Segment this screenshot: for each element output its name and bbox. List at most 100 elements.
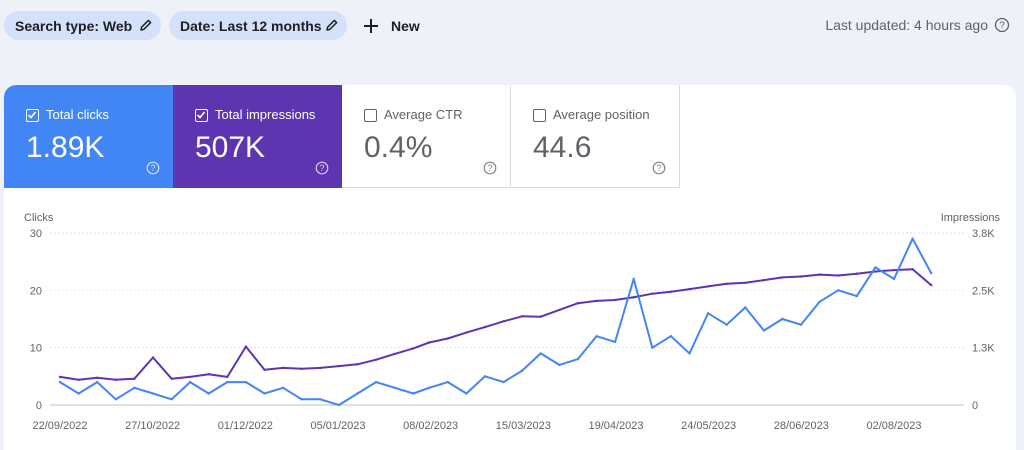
performance-chart: Clicks Impressions 30 3.8K 20 2.5K 10 1.3K 0 0 22/… — [24, 212, 1001, 432]
clicks-point — [874, 266, 877, 269]
plus-icon — [364, 18, 378, 33]
impressions-point — [374, 358, 378, 361]
clicks-point — [502, 380, 505, 384]
performance-card: Total clicks 1.89K ? Total impressions 5… — [4, 85, 1016, 450]
help-icon[interactable]: ? — [994, 17, 1010, 33]
clicks-point — [188, 380, 192, 384]
clicks-point — [539, 352, 542, 355]
impressions-point — [393, 352, 396, 356]
left-axis-title: Clicks — [24, 212, 54, 224]
right-tick-label: 1.3K — [972, 343, 995, 355]
right-axis-title: Impressions — [941, 212, 1001, 224]
clicks-point — [725, 323, 728, 326]
impressions-point — [412, 347, 415, 350]
impressions-point — [799, 275, 803, 278]
impressions-point — [356, 363, 359, 366]
clicks-point — [521, 369, 524, 372]
clicks-point — [558, 363, 561, 367]
impressions-point — [781, 276, 784, 279]
impressions-point — [300, 367, 303, 370]
impressions-point — [244, 345, 248, 348]
impressions-point — [207, 373, 210, 376]
checkbox-checked-icon[interactable] — [26, 109, 39, 122]
impressions-point — [837, 274, 840, 277]
clicks-point — [96, 380, 99, 384]
impressions-point — [77, 378, 80, 381]
impressions-point — [892, 268, 896, 272]
x-tick-label: 08/02/2023 — [403, 420, 458, 432]
metric-value: 507K — [195, 131, 266, 164]
impressions-point — [319, 366, 322, 370]
left-tick-label: 0 — [36, 400, 42, 412]
impressions-point — [188, 375, 192, 379]
help-icon[interactable]: ? — [146, 161, 160, 175]
impressions-point — [446, 337, 449, 340]
impressions-point — [706, 285, 710, 288]
impressions-point — [576, 302, 580, 305]
x-tick-label: 05/01/2023 — [310, 420, 365, 432]
impressions-point — [725, 282, 728, 285]
help-icon[interactable]: ? — [483, 161, 497, 175]
checkbox-unchecked-icon[interactable] — [533, 109, 546, 122]
clicks-point — [412, 392, 415, 395]
average-position-card[interactable]: Average position 44.6 ? — [511, 85, 680, 188]
metric-label: Total impressions — [215, 107, 316, 122]
right-tick-label: 3.8K — [972, 228, 995, 240]
right-tick-label: 0 — [972, 400, 978, 412]
search-type-filter-chip[interactable]: Search type: Web — [4, 11, 161, 40]
impressions-point — [502, 320, 505, 323]
impressions-point — [539, 315, 542, 318]
impressions-point — [930, 283, 933, 287]
clicks-point — [263, 392, 266, 395]
metric-label: Average CTR — [384, 107, 463, 122]
help-icon[interactable]: ? — [652, 161, 666, 175]
total-impressions-card[interactable]: Total impressions 507K ? — [173, 85, 342, 188]
clicks-point — [762, 329, 766, 332]
metric-value: 1.89K — [26, 131, 105, 164]
impressions-point — [874, 270, 877, 273]
x-tick-label: 22/09/2022 — [32, 420, 87, 432]
new-filter-button[interactable]: New — [362, 11, 420, 40]
edit-pencil-icon — [140, 19, 152, 31]
impressions-point — [855, 272, 858, 275]
clicks-point — [446, 380, 449, 384]
clicks-point — [688, 352, 691, 355]
svg-text:?: ? — [999, 21, 1005, 32]
impressions-point — [281, 366, 285, 370]
average-ctr-card[interactable]: Average CTR 0.4% ? — [342, 85, 511, 188]
new-button-label: New — [391, 17, 420, 34]
metric-label: Total clicks — [46, 107, 109, 122]
impressions-point — [818, 273, 821, 276]
clicks-point — [151, 392, 155, 395]
impressions-point — [688, 287, 691, 291]
clicks-point — [465, 392, 468, 395]
total-clicks-card[interactable]: Total clicks 1.89K ? — [4, 85, 173, 188]
checkbox-checked-icon[interactable] — [195, 109, 208, 122]
right-tick-label: 2.5K — [972, 285, 995, 297]
metric-value: 0.4% — [364, 131, 433, 164]
svg-text:?: ? — [150, 163, 155, 173]
checkbox-unchecked-icon[interactable] — [364, 109, 377, 122]
left-tick-label: 20 — [30, 285, 42, 297]
x-tick-label: 19/04/2023 — [588, 420, 643, 432]
left-tick-label: 10 — [30, 343, 42, 355]
impressions-point — [96, 376, 99, 379]
clicks-point — [114, 398, 118, 401]
last-updated: Last updated: 4 hours ago ? — [825, 17, 1010, 33]
impressions-point — [613, 298, 617, 302]
clicks-point — [651, 346, 654, 349]
metric-label: Average position — [553, 107, 650, 122]
help-icon[interactable]: ? — [315, 161, 329, 175]
svg-text:?: ? — [487, 163, 492, 173]
last-updated-text: Last updated: 4 hours ago — [825, 17, 988, 33]
clicks-point — [632, 277, 635, 281]
clicks-point — [226, 380, 229, 384]
clicks-point — [483, 375, 487, 378]
impressions-point — [263, 368, 266, 371]
date-filter-chip[interactable]: Date: Last 12 months — [169, 11, 347, 40]
svg-text:?: ? — [656, 163, 661, 173]
impressions-point — [762, 278, 766, 282]
clicks-point — [58, 380, 62, 384]
clicks-point — [77, 392, 80, 395]
clicks-point — [837, 289, 840, 292]
